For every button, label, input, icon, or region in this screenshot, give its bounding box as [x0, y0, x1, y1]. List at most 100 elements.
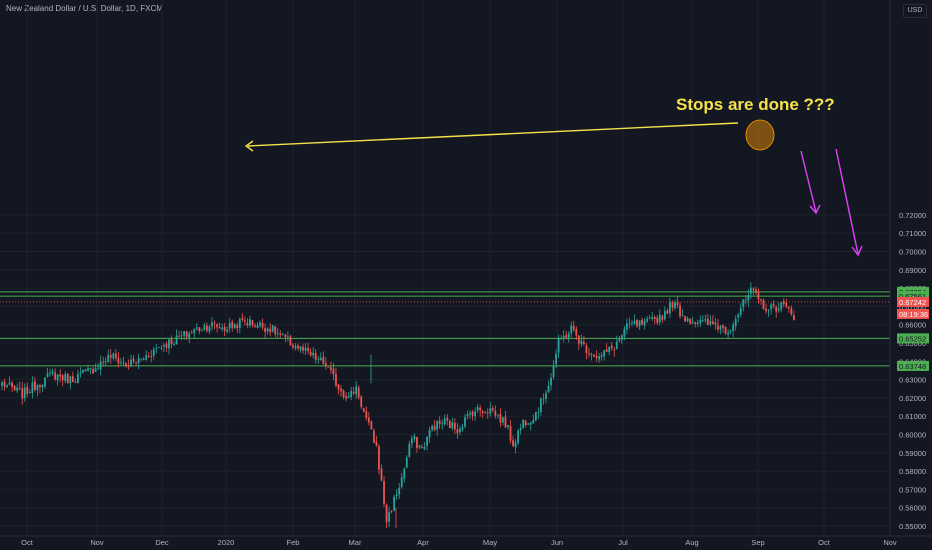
- candle-body: [327, 366, 330, 368]
- candle-body: [221, 327, 224, 330]
- candle-body: [539, 398, 542, 412]
- candle-body: [284, 334, 287, 338]
- level-tag-support-mid: 0.65252: [899, 334, 926, 343]
- candle-body: [631, 322, 633, 324]
- candle-body: [694, 322, 697, 324]
- candle-body: [82, 370, 84, 373]
- candle-body: [347, 396, 350, 398]
- currency-button[interactable]: USD: [903, 4, 927, 18]
- level-tag-support-low-bg: [897, 360, 929, 371]
- candle-body: [595, 356, 598, 359]
- candle-body: [623, 329, 626, 337]
- candle-body: [3, 381, 6, 387]
- candle-body: [89, 368, 92, 369]
- candle-body: [231, 321, 234, 328]
- candle-body: [319, 357, 322, 361]
- candle-body: [69, 376, 72, 384]
- candle-body: [489, 407, 492, 414]
- time-tick-label: Jul: [618, 538, 628, 547]
- candle-body: [699, 320, 702, 324]
- candle-body: [405, 457, 408, 468]
- candle-body: [140, 358, 143, 360]
- candle-body: [739, 307, 742, 315]
- candle-body: [208, 326, 211, 332]
- candle-body: [714, 322, 717, 325]
- candle-body: [251, 320, 254, 326]
- price-tick-label: 0.71000: [899, 229, 926, 238]
- candle-body: [299, 346, 302, 350]
- candle-body: [481, 411, 484, 413]
- candle-body: [433, 425, 436, 431]
- candle-body: [127, 365, 130, 367]
- candle-body: [775, 306, 778, 312]
- candle-body: [717, 325, 719, 330]
- candle-body: [792, 315, 795, 321]
- candle-body: [666, 310, 669, 314]
- candle-body: [423, 447, 426, 449]
- candle-body: [94, 368, 97, 372]
- candle-body: [228, 323, 231, 329]
- candle-body: [636, 319, 638, 327]
- candles: [1, 282, 795, 529]
- time-tick-label: Nov: [90, 538, 104, 547]
- candle-body: [588, 353, 590, 355]
- candle-body: [84, 369, 87, 372]
- candle-body: [504, 416, 507, 428]
- candle-body: [304, 347, 307, 351]
- candle-body: [188, 333, 191, 338]
- price-tick-label: 0.57000: [899, 485, 926, 494]
- candle-body: [494, 411, 497, 416]
- candle-body: [755, 289, 757, 293]
- candle-body: [638, 320, 641, 327]
- candle-body: [203, 325, 206, 330]
- candle-body: [514, 442, 517, 448]
- time-axis: Oct Nov Dec 2020 Feb Mar Apr May Jun Jul Aug Sep Oct…: [21, 538, 897, 547]
- candle-body: [747, 295, 750, 301]
- candle-body: [26, 386, 29, 394]
- annotation-text: Stops are done ???: [676, 95, 835, 114]
- candle-body: [385, 504, 388, 523]
- candle-body: [669, 301, 671, 314]
- candle-body: [31, 382, 34, 393]
- candle-body: [337, 384, 340, 390]
- candle-body: [269, 328, 272, 333]
- candle-body: [517, 430, 520, 443]
- candle-body: [557, 338, 560, 353]
- projection-arrow-1: [800, 150, 817, 213]
- candle-body: [330, 367, 332, 370]
- candle-body: [696, 322, 699, 324]
- candle-body: [322, 356, 325, 364]
- candle-body: [370, 421, 373, 430]
- price-tick-label: 0.60000: [899, 431, 926, 440]
- candle-body: [704, 319, 707, 321]
- price-tick-label: 0.65000: [899, 339, 926, 348]
- candle-body: [421, 446, 423, 448]
- price-tick-label: 0.62000: [899, 394, 926, 403]
- candle-body: [198, 327, 201, 332]
- candle-body: [767, 310, 770, 312]
- time-tick-label: Apr: [417, 538, 429, 547]
- candle-body: [142, 358, 145, 360]
- candle-body: [61, 375, 64, 381]
- level-tag-resistance-mid-bg: [897, 291, 929, 302]
- candle-body: [431, 426, 433, 430]
- candle-body: [580, 340, 583, 345]
- candle-body: [502, 417, 504, 423]
- level-tag-support-mid-bg: [897, 333, 929, 344]
- candle-body: [107, 354, 110, 362]
- candle-body: [367, 417, 370, 423]
- candle-body: [400, 477, 403, 488]
- candle-body: [552, 365, 555, 377]
- candle-body: [355, 386, 358, 395]
- candle-body: [585, 345, 588, 353]
- candle-body: [170, 338, 173, 345]
- candle-body: [453, 423, 456, 430]
- candle-body: [388, 512, 390, 522]
- candle-body: [658, 314, 661, 323]
- candle-body: [8, 382, 11, 385]
- candle-body: [324, 363, 327, 367]
- candle-body: [180, 335, 183, 337]
- candle-body: [152, 349, 155, 356]
- candle-body: [6, 385, 8, 388]
